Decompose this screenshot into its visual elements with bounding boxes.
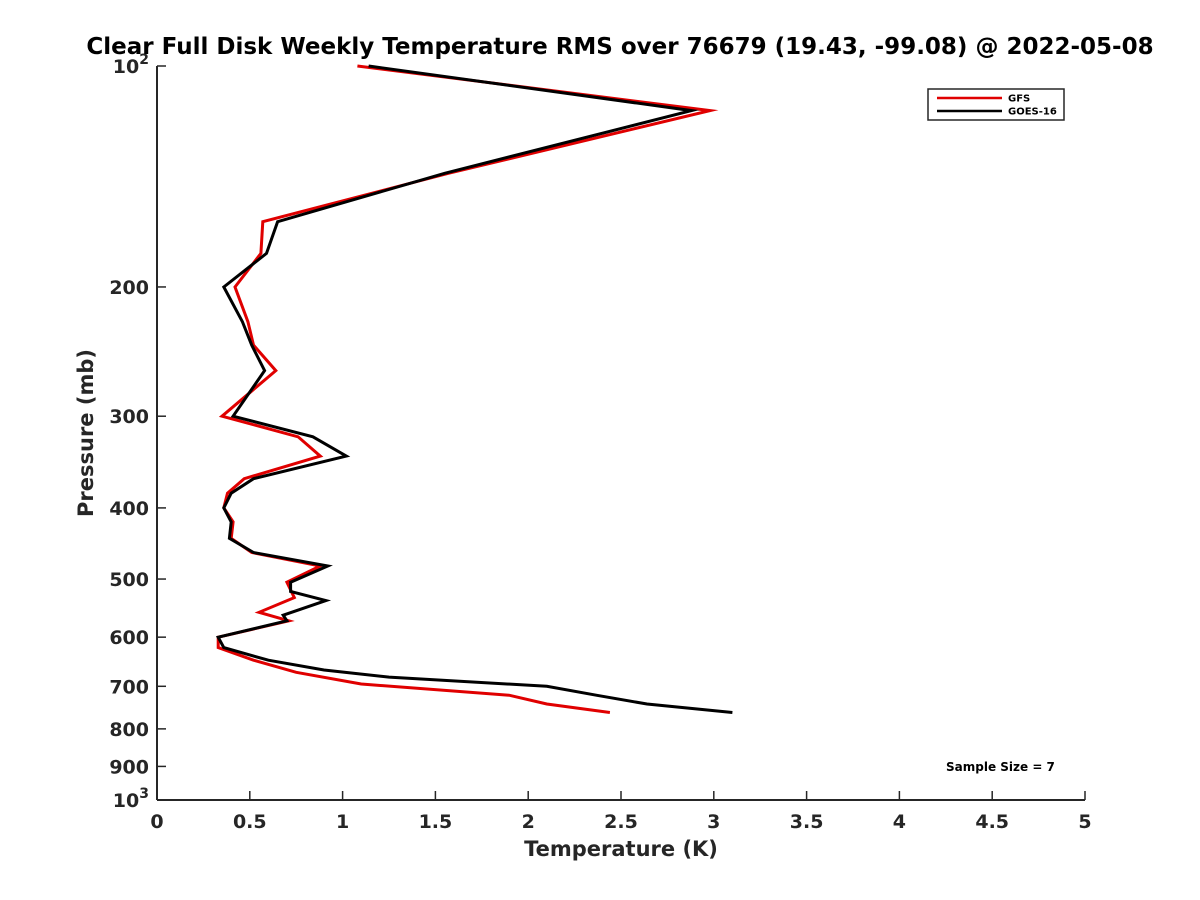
y-tick-label-base: 200: [109, 277, 149, 299]
y-tick-label-base: 500: [109, 569, 149, 591]
y-tick-label-base: 10: [113, 56, 139, 78]
sample-size-annotation: Sample Size = 7: [946, 760, 1055, 774]
x-ticks: 0 0.5 1 1.5 2 2.5 3 3.5 4 4.5 5: [150, 791, 1092, 833]
legend-box: [927, 88, 1065, 121]
y-tick-label-exponent: 3: [139, 786, 149, 802]
y-tick-label-base: 700: [109, 676, 149, 698]
legend-label: GOES-16: [1008, 107, 1057, 118]
x-tick-label: 0.5: [233, 811, 267, 833]
legend-label: GFS: [1008, 94, 1030, 105]
y-tick-label: 900: [109, 756, 149, 778]
y-tick-label: 500: [109, 569, 149, 591]
x-tick-label: 3.5: [790, 811, 824, 833]
chart-title: Clear Full Disk Weekly Temperature RMS o…: [86, 34, 1153, 60]
y-tick-label: 300: [109, 406, 149, 428]
y-tick-label: 600: [109, 627, 149, 649]
axes: 0 0.5 1 1.5 2 2.5 3 3.5 4 4.5 5 102200300400500600…: [109, 52, 1091, 833]
y-tick-label: 700: [109, 676, 149, 698]
y-tick-label-base: 400: [109, 498, 149, 520]
x-tick-label: 0: [150, 811, 163, 833]
x-tick-label: 2: [522, 811, 535, 833]
y-tick-label-exponent: 2: [139, 52, 149, 68]
y-axis-label: Pressure (mb): [74, 349, 98, 517]
y-tick-label: 200: [109, 277, 149, 299]
series-lines: [215, 64, 733, 714]
y-tick-label-base: 10: [113, 790, 139, 812]
x-axis-label: Temperature (K): [524, 837, 718, 861]
series-line-goes-16: [215, 64, 733, 714]
y-tick-label-base: 900: [109, 756, 149, 778]
x-tick-label: 1.5: [419, 811, 453, 833]
y-tick-label-base: 800: [109, 719, 149, 741]
x-tick-label: 4.5: [975, 811, 1009, 833]
y-tick-label: 400: [109, 498, 149, 520]
y-tick-label: 800: [109, 719, 149, 741]
x-tick-label: 5: [1078, 811, 1091, 833]
y-tick-label: 103: [113, 786, 149, 812]
series-line-gfs: [216, 64, 719, 714]
x-tick-label: 1: [336, 811, 349, 833]
y-tick-label-base: 300: [109, 406, 149, 428]
x-tick-label: 3: [707, 811, 720, 833]
x-tick-label: 2.5: [604, 811, 638, 833]
legend: GFS GOES-16: [927, 88, 1065, 121]
x-tick-label: 4: [893, 811, 906, 833]
y-tick-label: 102: [113, 52, 149, 78]
y-tick-label-base: 600: [109, 627, 149, 649]
